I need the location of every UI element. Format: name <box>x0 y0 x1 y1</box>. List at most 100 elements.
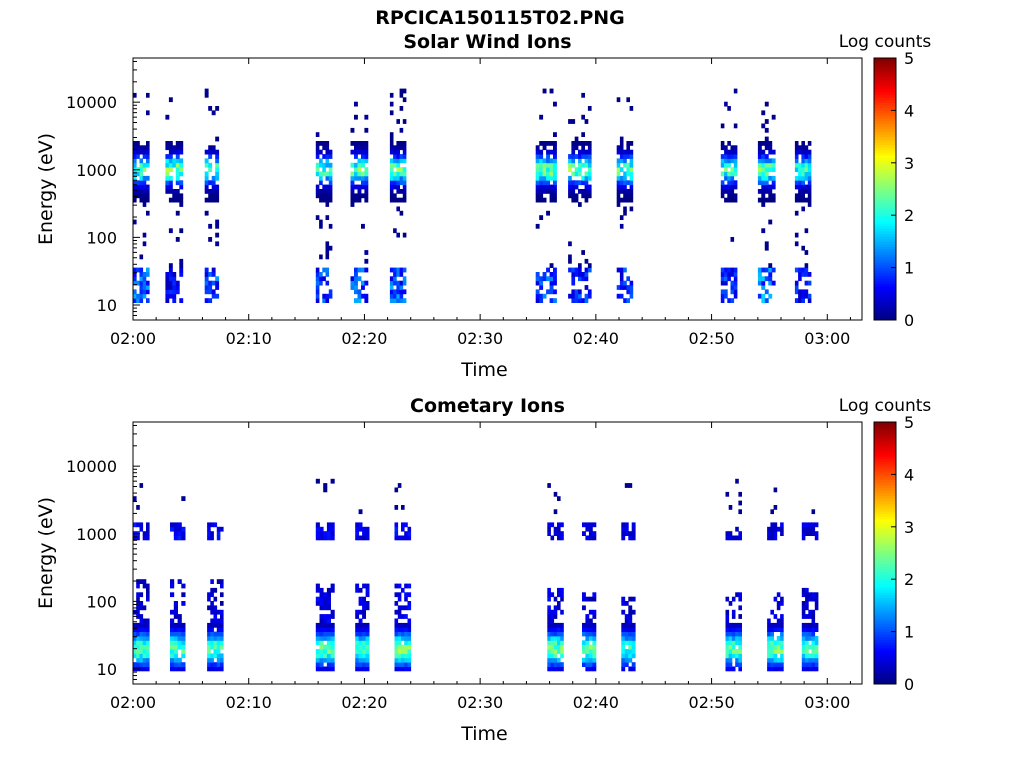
data-cell <box>547 636 551 641</box>
data-cell <box>215 193 220 199</box>
data-cell <box>725 653 730 659</box>
data-cell <box>210 579 214 584</box>
data-cell <box>136 141 140 146</box>
data-cell <box>389 175 394 181</box>
data-cell <box>165 175 170 181</box>
colorbar-tick-label: 4 <box>904 101 914 120</box>
data-cell <box>208 272 213 277</box>
data-cell <box>757 189 762 194</box>
data-cell <box>616 202 621 207</box>
data-cell <box>624 653 629 659</box>
data-cell <box>767 622 771 628</box>
data-cell <box>208 193 213 199</box>
data-cell <box>557 522 561 528</box>
data-cell <box>727 272 731 277</box>
data-cell <box>581 189 585 194</box>
data-cell <box>401 526 405 532</box>
data-cell <box>357 167 362 172</box>
data-cell <box>578 180 582 186</box>
data-cell <box>401 662 405 667</box>
data-cell <box>571 149 576 155</box>
data-cell <box>173 657 178 663</box>
data-cell <box>560 649 564 654</box>
data-cell <box>146 141 150 146</box>
data-cell <box>629 180 634 186</box>
data-cell <box>175 171 180 177</box>
data-cell <box>215 280 220 286</box>
data-cell <box>207 526 211 532</box>
data-cell <box>730 272 735 277</box>
data-cell <box>582 640 586 646</box>
data-cell <box>394 636 399 641</box>
colorbar-step <box>874 264 896 269</box>
data-cell <box>325 149 330 155</box>
data-cell <box>616 145 621 151</box>
data-cell <box>361 280 365 286</box>
data-cell <box>578 298 582 303</box>
colorbar-step <box>874 440 896 444</box>
data-cell <box>133 298 137 303</box>
data-cell <box>325 171 330 177</box>
data-cell <box>142 649 147 654</box>
data-cell <box>322 276 326 282</box>
data-cell <box>402 267 407 273</box>
data-cell <box>804 197 809 203</box>
data-cell <box>807 293 812 299</box>
data-cell <box>139 171 144 177</box>
data-cell <box>315 285 320 290</box>
colorbar-step <box>874 597 896 601</box>
data-cell <box>798 149 802 155</box>
data-cell <box>216 627 221 632</box>
data-cell <box>358 666 363 672</box>
data-cell <box>724 101 728 107</box>
data-cell <box>355 649 360 654</box>
data-cell <box>798 189 802 194</box>
data-cell <box>584 162 589 168</box>
data-cell <box>808 592 812 598</box>
data-cell <box>619 285 624 290</box>
data-cell <box>146 92 150 98</box>
data-cell <box>146 640 150 646</box>
colorbar-step <box>874 505 896 509</box>
data-cell <box>389 276 394 282</box>
data-cell <box>546 276 550 282</box>
data-cell <box>177 622 182 628</box>
data-cell <box>207 649 211 654</box>
x-tick-label: 02:00 <box>110 329 156 348</box>
data-cell <box>731 640 736 646</box>
data-cell <box>761 184 766 190</box>
data-cell <box>326 640 331 646</box>
colorbar-step <box>874 259 896 263</box>
data-cell <box>585 649 590 654</box>
data-cell <box>619 158 624 164</box>
data-cell <box>354 280 358 286</box>
data-cell <box>730 189 735 194</box>
data-cell <box>733 167 738 172</box>
colorbar-step <box>874 521 896 525</box>
data-cell <box>621 609 626 615</box>
data-cell <box>542 145 547 151</box>
data-cell <box>770 609 774 615</box>
data-cell <box>730 180 735 186</box>
data-cell <box>794 141 799 146</box>
data-cell <box>139 662 144 667</box>
data-cell <box>315 640 320 646</box>
data-cell <box>146 631 150 637</box>
data-cell <box>616 171 621 177</box>
data-cell <box>179 263 184 268</box>
data-cell <box>315 583 320 589</box>
data-cell <box>139 272 144 277</box>
data-cell <box>146 596 150 602</box>
data-cell <box>808 614 812 619</box>
data-cell <box>404 531 408 536</box>
data-cell <box>768 141 773 146</box>
data-cell <box>213 587 218 593</box>
data-cell <box>175 145 180 151</box>
data-cell <box>399 280 404 286</box>
data-cell <box>735 631 739 637</box>
colorbar-step <box>874 181 896 185</box>
data-cell <box>404 631 408 637</box>
data-cell <box>557 592 561 598</box>
data-cell <box>584 184 589 190</box>
data-cell <box>727 189 731 194</box>
